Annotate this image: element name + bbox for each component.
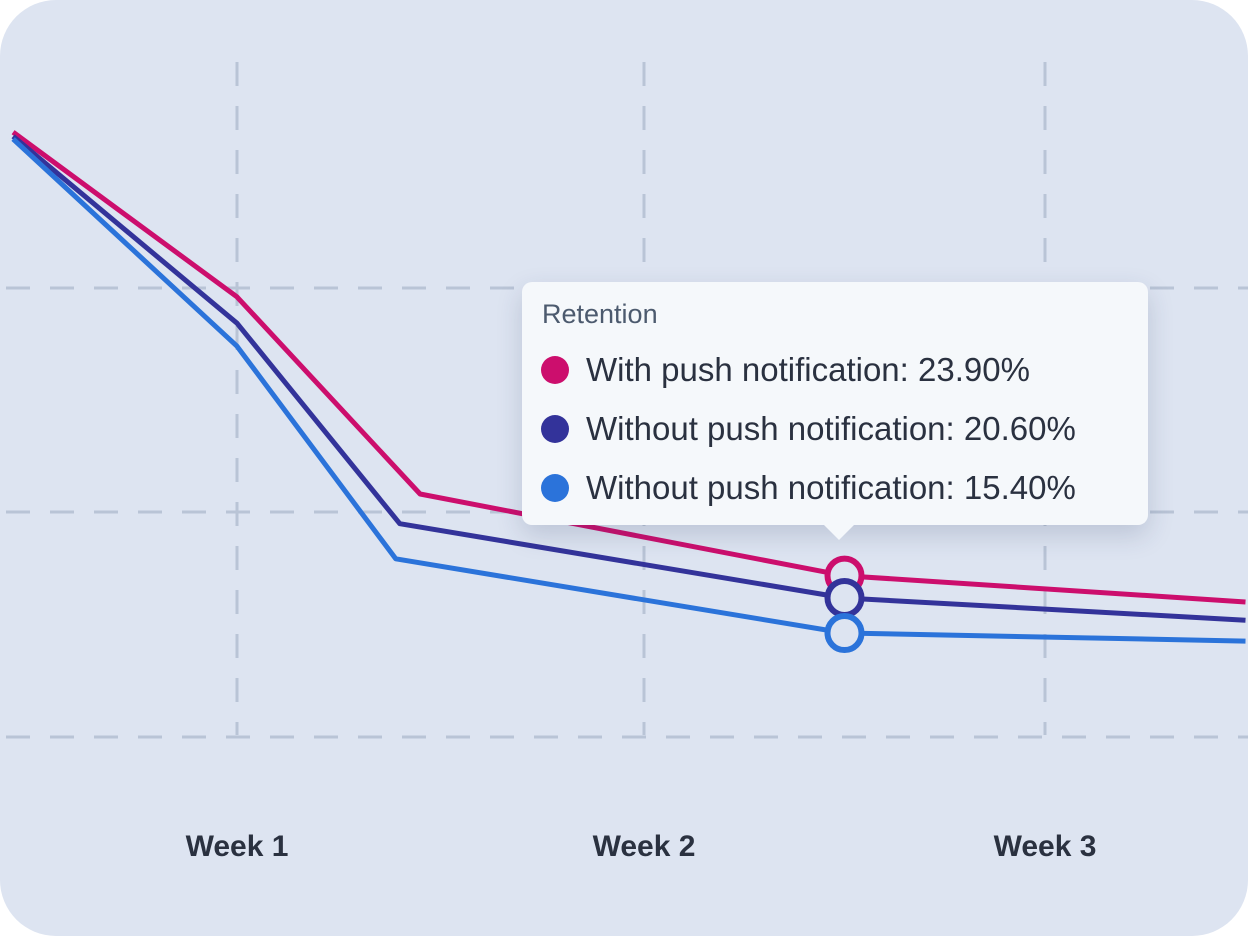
tooltip-title: Retention <box>542 299 658 329</box>
series-lines <box>11 130 1246 644</box>
tooltip-caret <box>824 525 854 540</box>
x-tick-label: Week 2 <box>593 830 696 863</box>
series-markers <box>824 555 865 654</box>
x-axis-labels: Week 1 Week 2 Week 3 <box>186 830 1097 863</box>
tooltip-row-label: With push notification: 23.90% <box>586 351 1030 388</box>
series-line-3 <box>11 137 1246 644</box>
series-marker-3 <box>824 613 865 654</box>
x-tick-label: Week 1 <box>186 830 289 863</box>
tooltip-row-with-push: With push notification: 23.90% <box>541 350 1030 390</box>
tooltip-row-label: Without push notification: 15.40% <box>586 469 1076 506</box>
legend-dot-icon <box>541 356 569 384</box>
series-line-2 <box>11 134 1246 623</box>
series-marker-2 <box>824 577 865 618</box>
legend-dot-icon <box>541 415 569 443</box>
legend-dot-icon <box>541 474 569 502</box>
series-line-1 <box>11 130 1246 605</box>
x-tick-label: Week 3 <box>994 830 1097 863</box>
retention-tooltip: Retention With push notification: 23.90%… <box>522 282 1148 540</box>
tooltip-row-label: Without push notification: 20.60% <box>586 410 1076 447</box>
tooltip-row-without-push: Without push notification: 20.60% <box>541 409 1076 449</box>
tooltip-row-without-push-2: Without push notification: 15.40% <box>541 468 1076 508</box>
